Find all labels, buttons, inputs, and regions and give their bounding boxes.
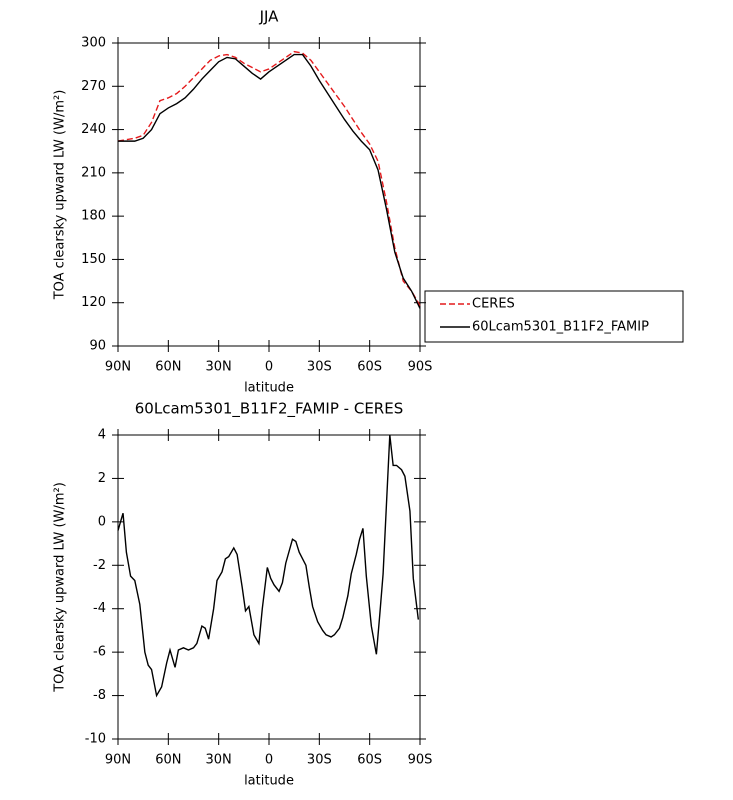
x-tick-label: 30N — [206, 360, 232, 375]
legend-label: CERES — [472, 297, 515, 312]
y-tick-label: -4 — [93, 601, 106, 616]
y-tick-label: 270 — [81, 79, 106, 94]
x-tick-label: 30S — [307, 360, 332, 375]
legend-box — [424, 290, 684, 343]
y-tick-label: 180 — [81, 209, 106, 224]
x-tick-label: 60N — [155, 360, 181, 375]
chart-title: JJA — [259, 8, 280, 26]
y-tick-label: 210 — [81, 165, 106, 180]
data-line — [117, 50, 421, 306]
legend-label: 60Lcam5301_B11F2_FAMIP — [472, 320, 649, 335]
x-axis-label: latitude — [244, 381, 294, 396]
y-tick-label: 4 — [98, 428, 106, 443]
y-tick-label: -8 — [93, 688, 106, 703]
x-tick-label: 0 — [265, 753, 273, 768]
x-tick-label: 60S — [357, 753, 382, 768]
x-tick-label: 90N — [105, 360, 131, 375]
chart-title: 60Lcam5301_B11F2_FAMIP - CERES — [135, 400, 403, 419]
y-tick-label: 300 — [81, 36, 106, 51]
x-tick-label: 60N — [155, 753, 181, 768]
y-tick-label: 150 — [81, 252, 106, 267]
y-tick-label: 90 — [89, 339, 106, 354]
x-tick-label: 0 — [265, 360, 273, 375]
x-axis-label: latitude — [244, 774, 294, 789]
data-line — [118, 53, 421, 309]
y-tick-label: -10 — [85, 732, 106, 747]
x-tick-label: 30S — [307, 753, 332, 768]
y-tick-label: -2 — [93, 558, 106, 573]
y-tick-label: 0 — [98, 514, 106, 529]
x-tick-label: 30N — [206, 753, 232, 768]
plot-frame — [117, 434, 421, 740]
y-tick-label: 120 — [81, 295, 106, 310]
data-line — [117, 434, 420, 698]
y-tick-label: 2 — [98, 471, 106, 486]
x-tick-label: 90S — [408, 753, 433, 768]
x-tick-label: 60S — [357, 360, 382, 375]
y-tick-label: -6 — [93, 645, 106, 660]
x-tick-label: 90N — [105, 753, 131, 768]
y-tick-label: 240 — [81, 122, 106, 137]
plot-frame — [117, 42, 421, 347]
x-tick-label: 90S — [408, 360, 433, 375]
y-axis-label: TOA clearsky upward LW (W/m²) — [53, 90, 68, 301]
y-axis-label: TOA clearsky upward LW (W/m²) — [53, 482, 68, 693]
